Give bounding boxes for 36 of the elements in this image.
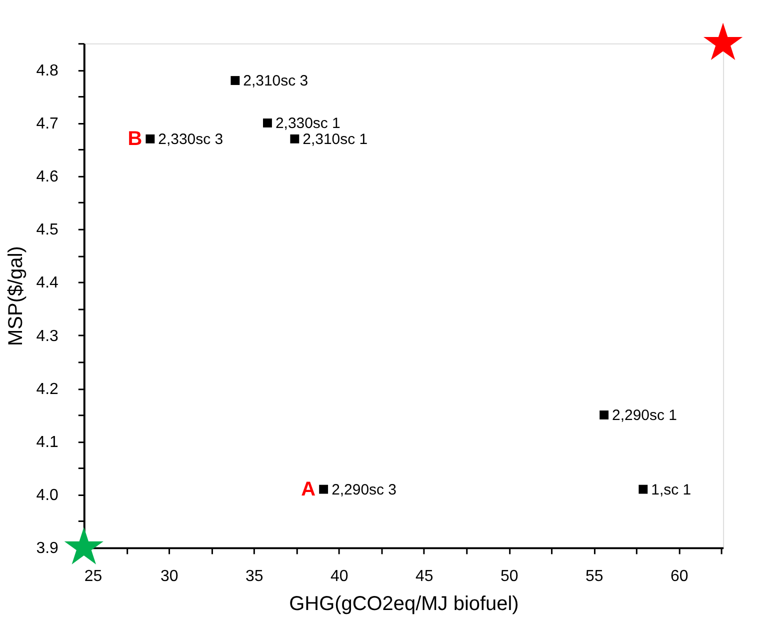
point [638, 484, 648, 494]
x-tick-label: 40 [330, 568, 348, 586]
y-tick-label: 4.1 [36, 434, 59, 452]
data-label: 2,310sc 3 [243, 72, 308, 90]
y-tick-label: 4.7 [36, 115, 59, 132]
point [290, 134, 300, 144]
point [146, 134, 155, 144]
y-tick-label: 4.4 [36, 274, 59, 292]
y-tick-label: 3.9 [36, 540, 59, 558]
y-tick-label: 4.3 [36, 328, 59, 345]
data-label: 2,330sc 3 [158, 130, 224, 148]
y-tick-label: 4.8 [36, 62, 59, 80]
point [600, 410, 609, 420]
data-label: 2,330sc 1 [275, 114, 340, 132]
data-label: 2,290sc 1 [612, 406, 677, 424]
point [230, 76, 240, 85]
x-tick-label: 50 [500, 568, 518, 586]
x-tick-label: 25 [84, 568, 102, 586]
point [263, 118, 272, 128]
annotation: B [128, 128, 142, 150]
y-tick-label: 4.2 [36, 380, 59, 398]
annotation: A [301, 478, 316, 500]
x-axis-title: GHG(gCO2eq/MJ biofuel) [289, 593, 519, 616]
x-tick-label: 30 [160, 568, 178, 586]
data-label: 2,310sc 1 [302, 130, 368, 148]
x-tick-label: 60 [670, 568, 688, 586]
point [319, 484, 328, 494]
y-tick-label: 4.0 [36, 487, 59, 504]
x-tick-label: 55 [585, 568, 604, 586]
data-label: 2,290sc 3 [332, 481, 396, 498]
y-tick-label: 4.5 [36, 222, 59, 239]
data-label: 1,sc 1 [651, 481, 692, 498]
y-axis-title: MSP($/gal) [5, 246, 28, 346]
x-tick-label: 45 [415, 568, 434, 586]
x-tick-label: 35 [245, 568, 264, 586]
y-tick-label: 4.6 [36, 168, 59, 186]
